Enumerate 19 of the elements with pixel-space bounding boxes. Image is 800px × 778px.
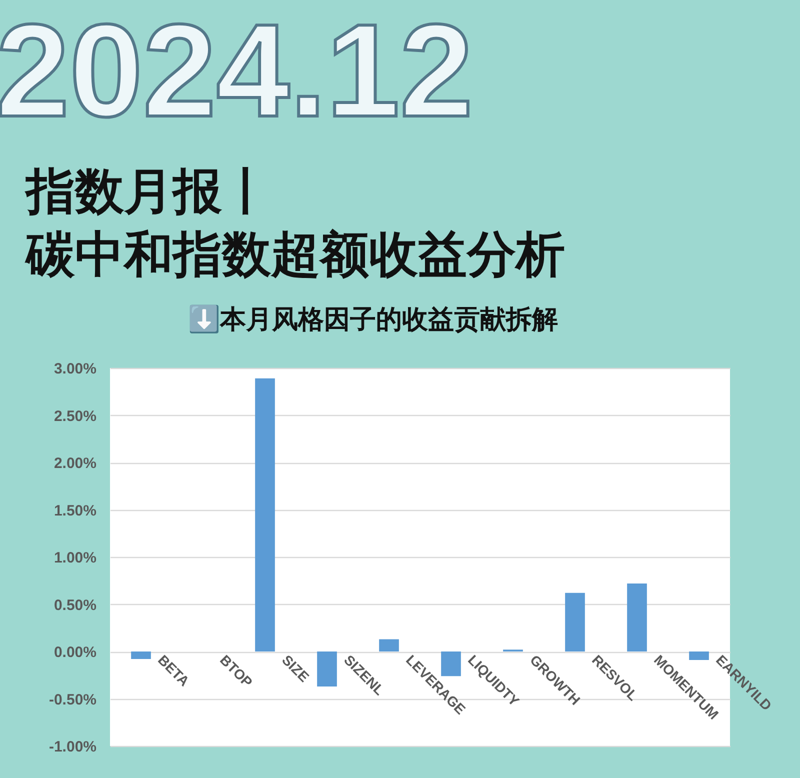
y-tick-label: 1.00% [54,550,96,566]
bar [131,652,151,660]
bar [565,592,585,652]
bar [255,378,275,652]
y-tick-label: -0.50% [48,691,96,708]
chart-subtitle: ⬇本月风格因子的收益贡献拆解 [188,304,558,335]
y-tick-label: -1.00% [48,738,96,756]
text: 碳中和指数超额收益分析 [26,226,565,283]
y-tick-label: 2.00% [54,455,96,472]
text: 指数月报丨 [26,163,271,220]
y-tick-label: 2.50% [54,408,96,425]
bar [627,583,647,652]
y-tick-label: 3.00% [54,360,96,378]
bar [317,652,337,686]
y-tick-label: 1.50% [54,502,96,520]
y-tick-label: 0.50% [54,596,96,614]
y-tick-label: 0.00% [54,644,96,661]
text: 2024.12 [0,0,474,144]
bar [379,639,399,652]
